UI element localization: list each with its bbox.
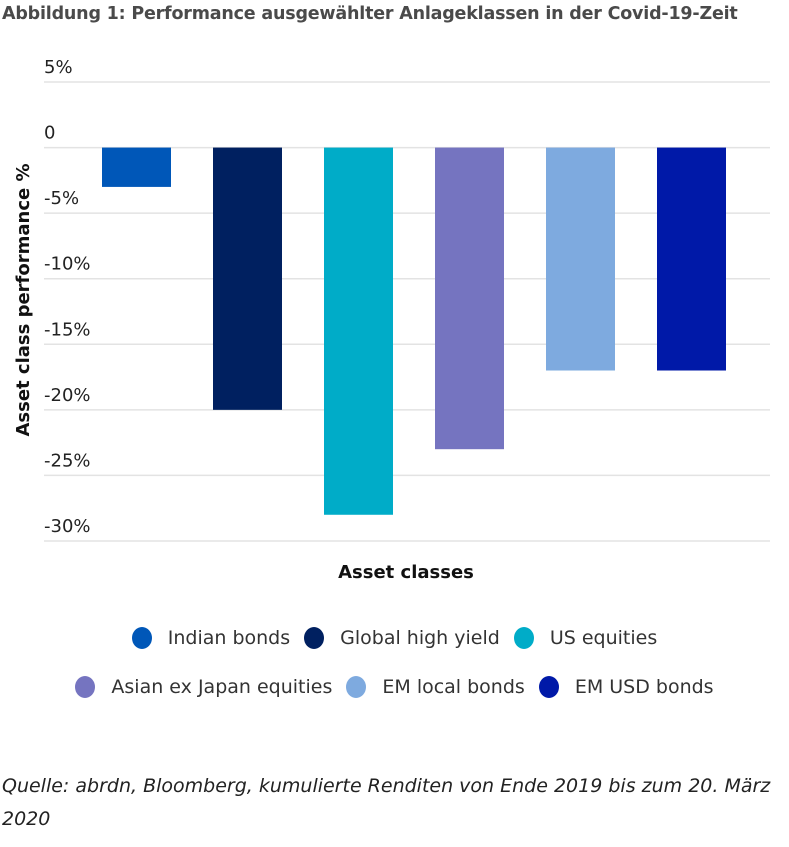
legend-label: Global high yield bbox=[340, 627, 500, 649]
legend-swatch-icon bbox=[513, 627, 534, 649]
legend-swatch-icon bbox=[131, 627, 152, 649]
legend-row-2: Asian ex Japan equities EM local bonds EM … bbox=[0, 676, 789, 698]
legend-item: Global high yield bbox=[304, 627, 500, 649]
y-tick-label: -20% bbox=[44, 385, 91, 406]
bar-indian-bonds bbox=[102, 147, 171, 187]
gridlines bbox=[44, 81, 770, 542]
x-axis-label: Asset classes bbox=[338, 562, 474, 583]
legend-item: EM USD bonds bbox=[538, 676, 714, 698]
bar-chart: 5% 0 -5% -10% -15% -20% -25% -30% Asset class p… bbox=[13, 57, 770, 542]
legend-label: EM local bonds bbox=[382, 676, 525, 698]
legend-swatch-icon bbox=[75, 676, 96, 698]
bar-asian-ex-japan-equities bbox=[435, 147, 504, 450]
chart-title: Abbildung 1: Performance ausgewählter An… bbox=[2, 4, 738, 24]
legend-item: Asian ex Japan equities bbox=[75, 676, 332, 698]
y-tick-label: -30% bbox=[44, 516, 91, 537]
legend-label: EM USD bonds bbox=[574, 676, 714, 698]
y-axis-label: Asset class performance % bbox=[13, 163, 34, 436]
bars bbox=[102, 147, 726, 515]
y-tick-label: 5% bbox=[44, 57, 73, 78]
legend-label: Asian ex Japan equities bbox=[111, 676, 333, 698]
y-tick-label: 0 bbox=[44, 123, 55, 144]
legend-item: Indian bonds bbox=[131, 627, 291, 649]
legend-swatch-icon bbox=[304, 627, 325, 649]
y-tick-labels: 5% 0 -5% -10% -15% -20% -25% -30% bbox=[44, 57, 91, 537]
source-note: Quelle: abrdn, Bloomberg, kumulierte Ren… bbox=[2, 775, 771, 830]
bar-global-high-yield bbox=[213, 147, 282, 410]
legend-item: US equities bbox=[513, 627, 658, 649]
bar-em-local-bonds bbox=[546, 147, 615, 371]
legend-label: US equities bbox=[549, 627, 658, 649]
bar-us-equities bbox=[324, 147, 393, 515]
y-tick-label: -10% bbox=[44, 254, 91, 275]
bar-em-usd-bonds bbox=[657, 147, 726, 371]
legend-label: Indian bonds bbox=[167, 627, 291, 649]
y-tick-label: -15% bbox=[44, 319, 91, 340]
legend-row-1: Indian bonds Global high yield US equities bbox=[0, 627, 789, 649]
y-tick-label: -5% bbox=[44, 188, 79, 209]
legend-swatch-icon bbox=[538, 676, 559, 698]
legend-item: EM local bonds bbox=[346, 676, 525, 698]
y-tick-label: -25% bbox=[44, 450, 91, 471]
legend-swatch-icon bbox=[346, 676, 367, 698]
